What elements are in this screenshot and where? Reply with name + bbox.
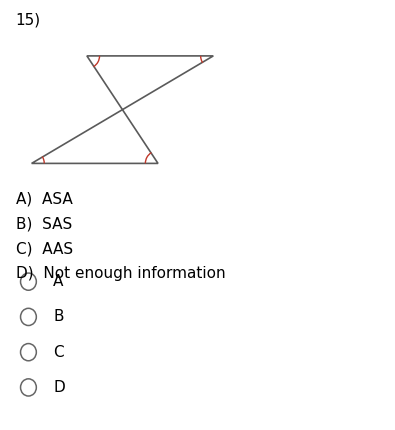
Text: C)  AAS: C) AAS [16,241,73,256]
Text: A: A [53,274,64,289]
Text: D)  Not enough information: D) Not enough information [16,266,226,281]
Text: D: D [53,380,65,395]
Text: 15): 15) [16,13,41,28]
Text: B: B [53,310,64,324]
Text: A)  ASA: A) ASA [16,191,73,206]
Text: B)  SAS: B) SAS [16,216,72,231]
Text: C: C [53,345,64,359]
